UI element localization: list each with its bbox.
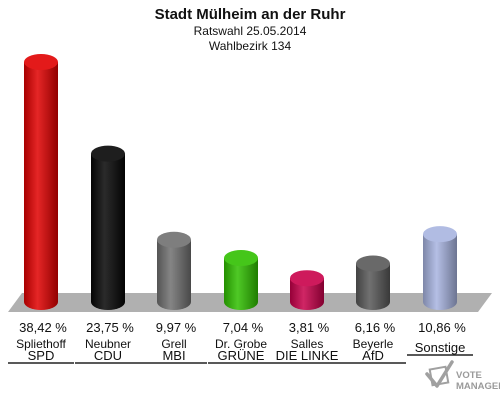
bar-cdu [91, 145, 125, 310]
bar-top [157, 231, 191, 248]
value-label: 38,42 % [19, 320, 67, 335]
party-label: MBI [162, 348, 185, 363]
candidate-label: Salles [291, 337, 324, 351]
bar-body [24, 62, 58, 310]
value-label: 6,16 % [355, 320, 396, 335]
bar-top [356, 255, 390, 272]
bar-body [224, 258, 258, 310]
bar-body [423, 234, 457, 310]
value-label: 3,81 % [289, 320, 330, 335]
party-label: DIE LINKE [276, 348, 339, 363]
candidate-label: Spliethoff [16, 337, 66, 351]
party-label: CDU [94, 348, 122, 363]
bar-top [423, 226, 457, 243]
bar-top [224, 250, 258, 267]
bar-top [24, 54, 58, 70]
bar-top [290, 270, 324, 287]
party-label: SPD [28, 348, 55, 363]
value-label: 10,86 % [418, 320, 466, 335]
bar-body [157, 239, 191, 310]
candidate-label: Grell [161, 337, 186, 351]
value-label: 9,97 % [156, 320, 197, 335]
bar-grüne [224, 250, 258, 310]
value-label: 23,75 % [86, 320, 134, 335]
bar-mbi [157, 231, 191, 310]
vote-manager-logo: VOTE MANAGER [425, 360, 500, 392]
candidate-label: Neubner [85, 337, 131, 351]
chart-subtitle: Ratswahl 25.05.2014 [194, 24, 307, 38]
bar-group [24, 54, 457, 310]
party-label: GRÜNE [218, 348, 265, 363]
bar-die-linke [290, 270, 324, 310]
logo-text-vote: VOTE [456, 370, 482, 381]
checkmark-icon [425, 360, 454, 388]
bar-sonstige [423, 226, 457, 310]
value-label: 7,04 % [223, 320, 264, 335]
chart-title: Stadt Mülheim an der Ruhr [155, 6, 346, 23]
chart-subtitle-district: Wahlbezirk 134 [209, 39, 292, 53]
bar-body [290, 278, 324, 310]
bar-body [356, 263, 390, 310]
logo-text-manager: MANAGER [456, 381, 500, 392]
bar-afd [356, 255, 390, 310]
bar-body [91, 153, 125, 310]
party-label: Sonstige [415, 340, 466, 355]
candidate-label: Beyerle [353, 337, 394, 351]
bar-top [91, 145, 125, 162]
bar-spd [24, 54, 58, 310]
party-label: AfD [362, 348, 384, 363]
candidate-label: Dr. Grobe [215, 337, 267, 351]
